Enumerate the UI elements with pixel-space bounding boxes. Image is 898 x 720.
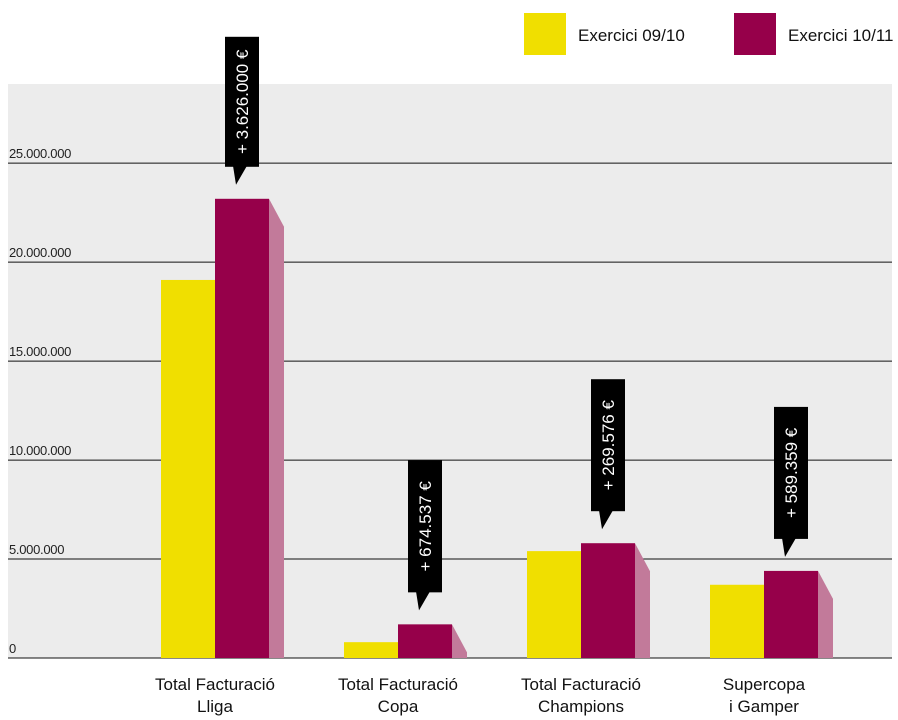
plot-area [8,84,892,658]
bar-series-2 [398,624,452,658]
annotation-label: + 269.576 € [599,400,618,491]
x-tick-label: Copa [378,697,419,716]
x-tick-label: Lliga [197,697,233,716]
annotation-box [408,460,442,593]
annotation-pointer [416,591,430,611]
bar-series-2-shadow [452,624,467,658]
x-tick-label: Total Facturació [155,675,275,694]
annotation-box [591,379,625,512]
annotation-box [225,36,259,167]
y-tick-label: 0 [9,641,16,656]
annotation-box [774,406,808,539]
annotation-pointer [599,510,613,530]
bar-series-1 [527,551,581,658]
bar-series-2 [215,198,269,659]
bar-series-1 [710,584,764,658]
legend-label: Exercici 10/11 [788,26,894,45]
x-tick-label: i Gamper [729,697,799,716]
bar-series-2-shadow [269,198,284,659]
annotation-pointer [233,165,247,185]
y-tick-label: 10.000.000 [9,443,71,458]
x-tick-label: Total Facturació [338,675,458,694]
bar-series-2 [764,570,818,658]
annotation-label: + 674.537 € [416,481,435,572]
bar-series-2 [581,543,635,658]
annotation-pointer [782,537,796,557]
y-tick-label: 25.000.000 [9,146,71,161]
annotation-label: + 3.626.000 € [233,49,252,154]
x-tick-label: Total Facturació [521,675,641,694]
x-tick-label: Champions [538,697,624,716]
y-tick-label: 20.000.000 [9,245,71,260]
bar-series-1 [161,279,215,658]
x-tick-label: Supercopa [723,675,806,694]
bar-series-2-shadow [635,543,650,658]
legend-label: Exercici 09/10 [578,26,685,45]
legend-swatch [524,13,566,55]
legend-swatch [734,13,776,55]
annotation-label: + 589.359 € [782,427,801,518]
y-tick-label: 5.000.000 [9,542,64,557]
bar-series-1 [344,642,398,658]
bar-series-2-shadow [818,570,833,658]
y-tick-label: 15.000.000 [9,344,71,359]
